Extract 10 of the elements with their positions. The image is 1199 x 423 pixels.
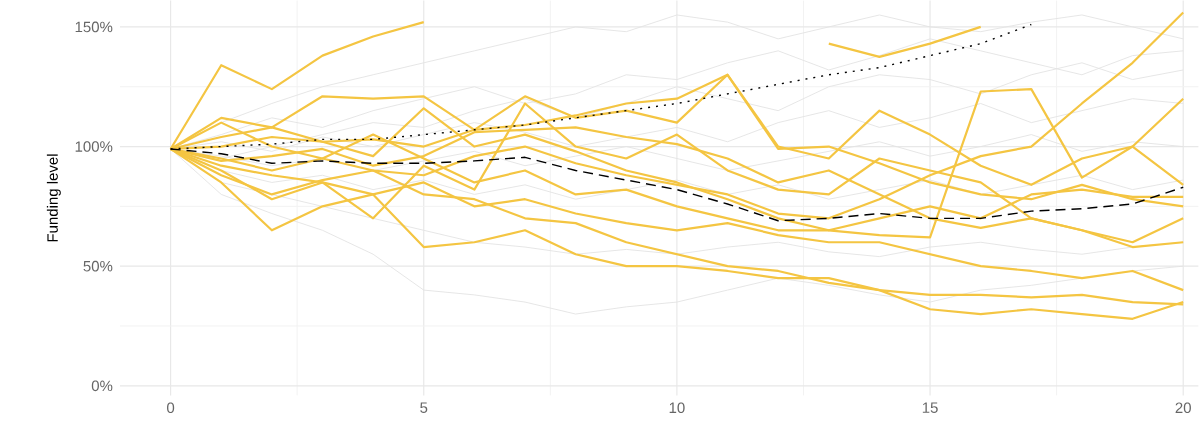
x-tick-label: 15: [922, 402, 938, 413]
x-tick-label: 10: [669, 402, 685, 413]
y-tick-label: 150%: [75, 21, 113, 33]
x-tick-label: 20: [1175, 402, 1191, 413]
y-tick-label: 0%: [91, 380, 113, 391]
y-axis-title: Funding level: [46, 154, 61, 242]
x-tick-label: 5: [420, 402, 428, 413]
y-tick-label: 100%: [75, 141, 113, 152]
y-tick-label: 50%: [83, 260, 113, 272]
x-tick-label: 0: [167, 402, 175, 413]
